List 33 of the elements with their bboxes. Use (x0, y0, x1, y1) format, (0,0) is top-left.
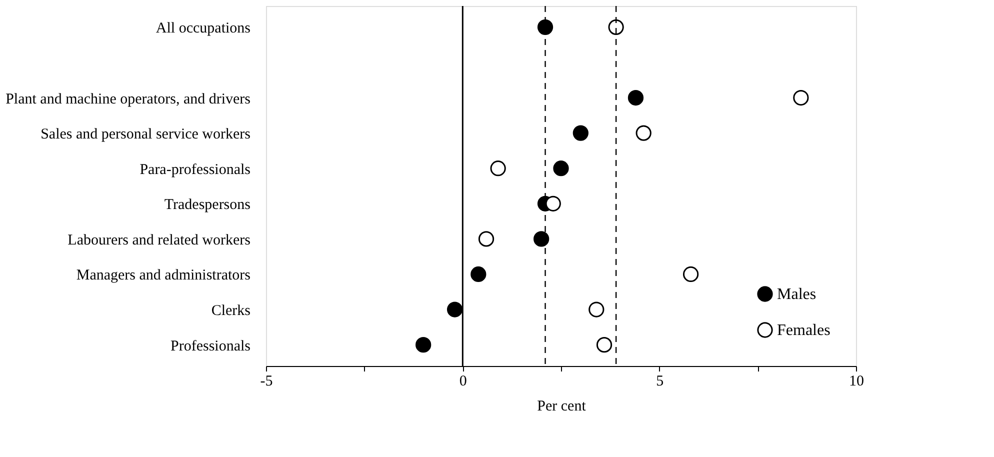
legend-label: Females (777, 322, 830, 339)
point (490, 160, 506, 176)
legend-label: Males (777, 286, 816, 303)
point (793, 90, 809, 106)
y-tick-label: Para-professionals (140, 162, 251, 178)
y-tick-label: Managers and administrators (76, 268, 251, 284)
point (537, 19, 554, 35)
x-axis-title: Per cent (537, 398, 587, 414)
y-tick-label: Sales and personal service workers (40, 126, 251, 143)
point (588, 302, 604, 318)
point (636, 125, 652, 141)
x-tick-label: 0 (459, 374, 467, 390)
y-tick-label: All occupations (156, 20, 251, 37)
point (553, 160, 569, 176)
y-tick-label: Professionals (170, 338, 251, 354)
point (534, 231, 550, 247)
point (416, 337, 432, 353)
y-tick-label: Clerks (211, 303, 251, 320)
point (572, 125, 588, 141)
point (545, 196, 561, 212)
point (470, 266, 486, 282)
point (596, 337, 612, 353)
x-tick-label: 5 (656, 374, 664, 390)
point (628, 90, 644, 106)
x-tick-label: -5 (260, 374, 273, 390)
y-tick-label: Labourers and related workers (68, 232, 251, 248)
point (608, 19, 624, 35)
point (682, 266, 699, 282)
point (446, 302, 463, 318)
x-tick-label: 10 (849, 374, 864, 390)
y-tick-label: Plant and machine operators, and drivers (6, 91, 251, 108)
point (478, 231, 494, 247)
y-tick-label: Tradespersons (164, 197, 251, 214)
